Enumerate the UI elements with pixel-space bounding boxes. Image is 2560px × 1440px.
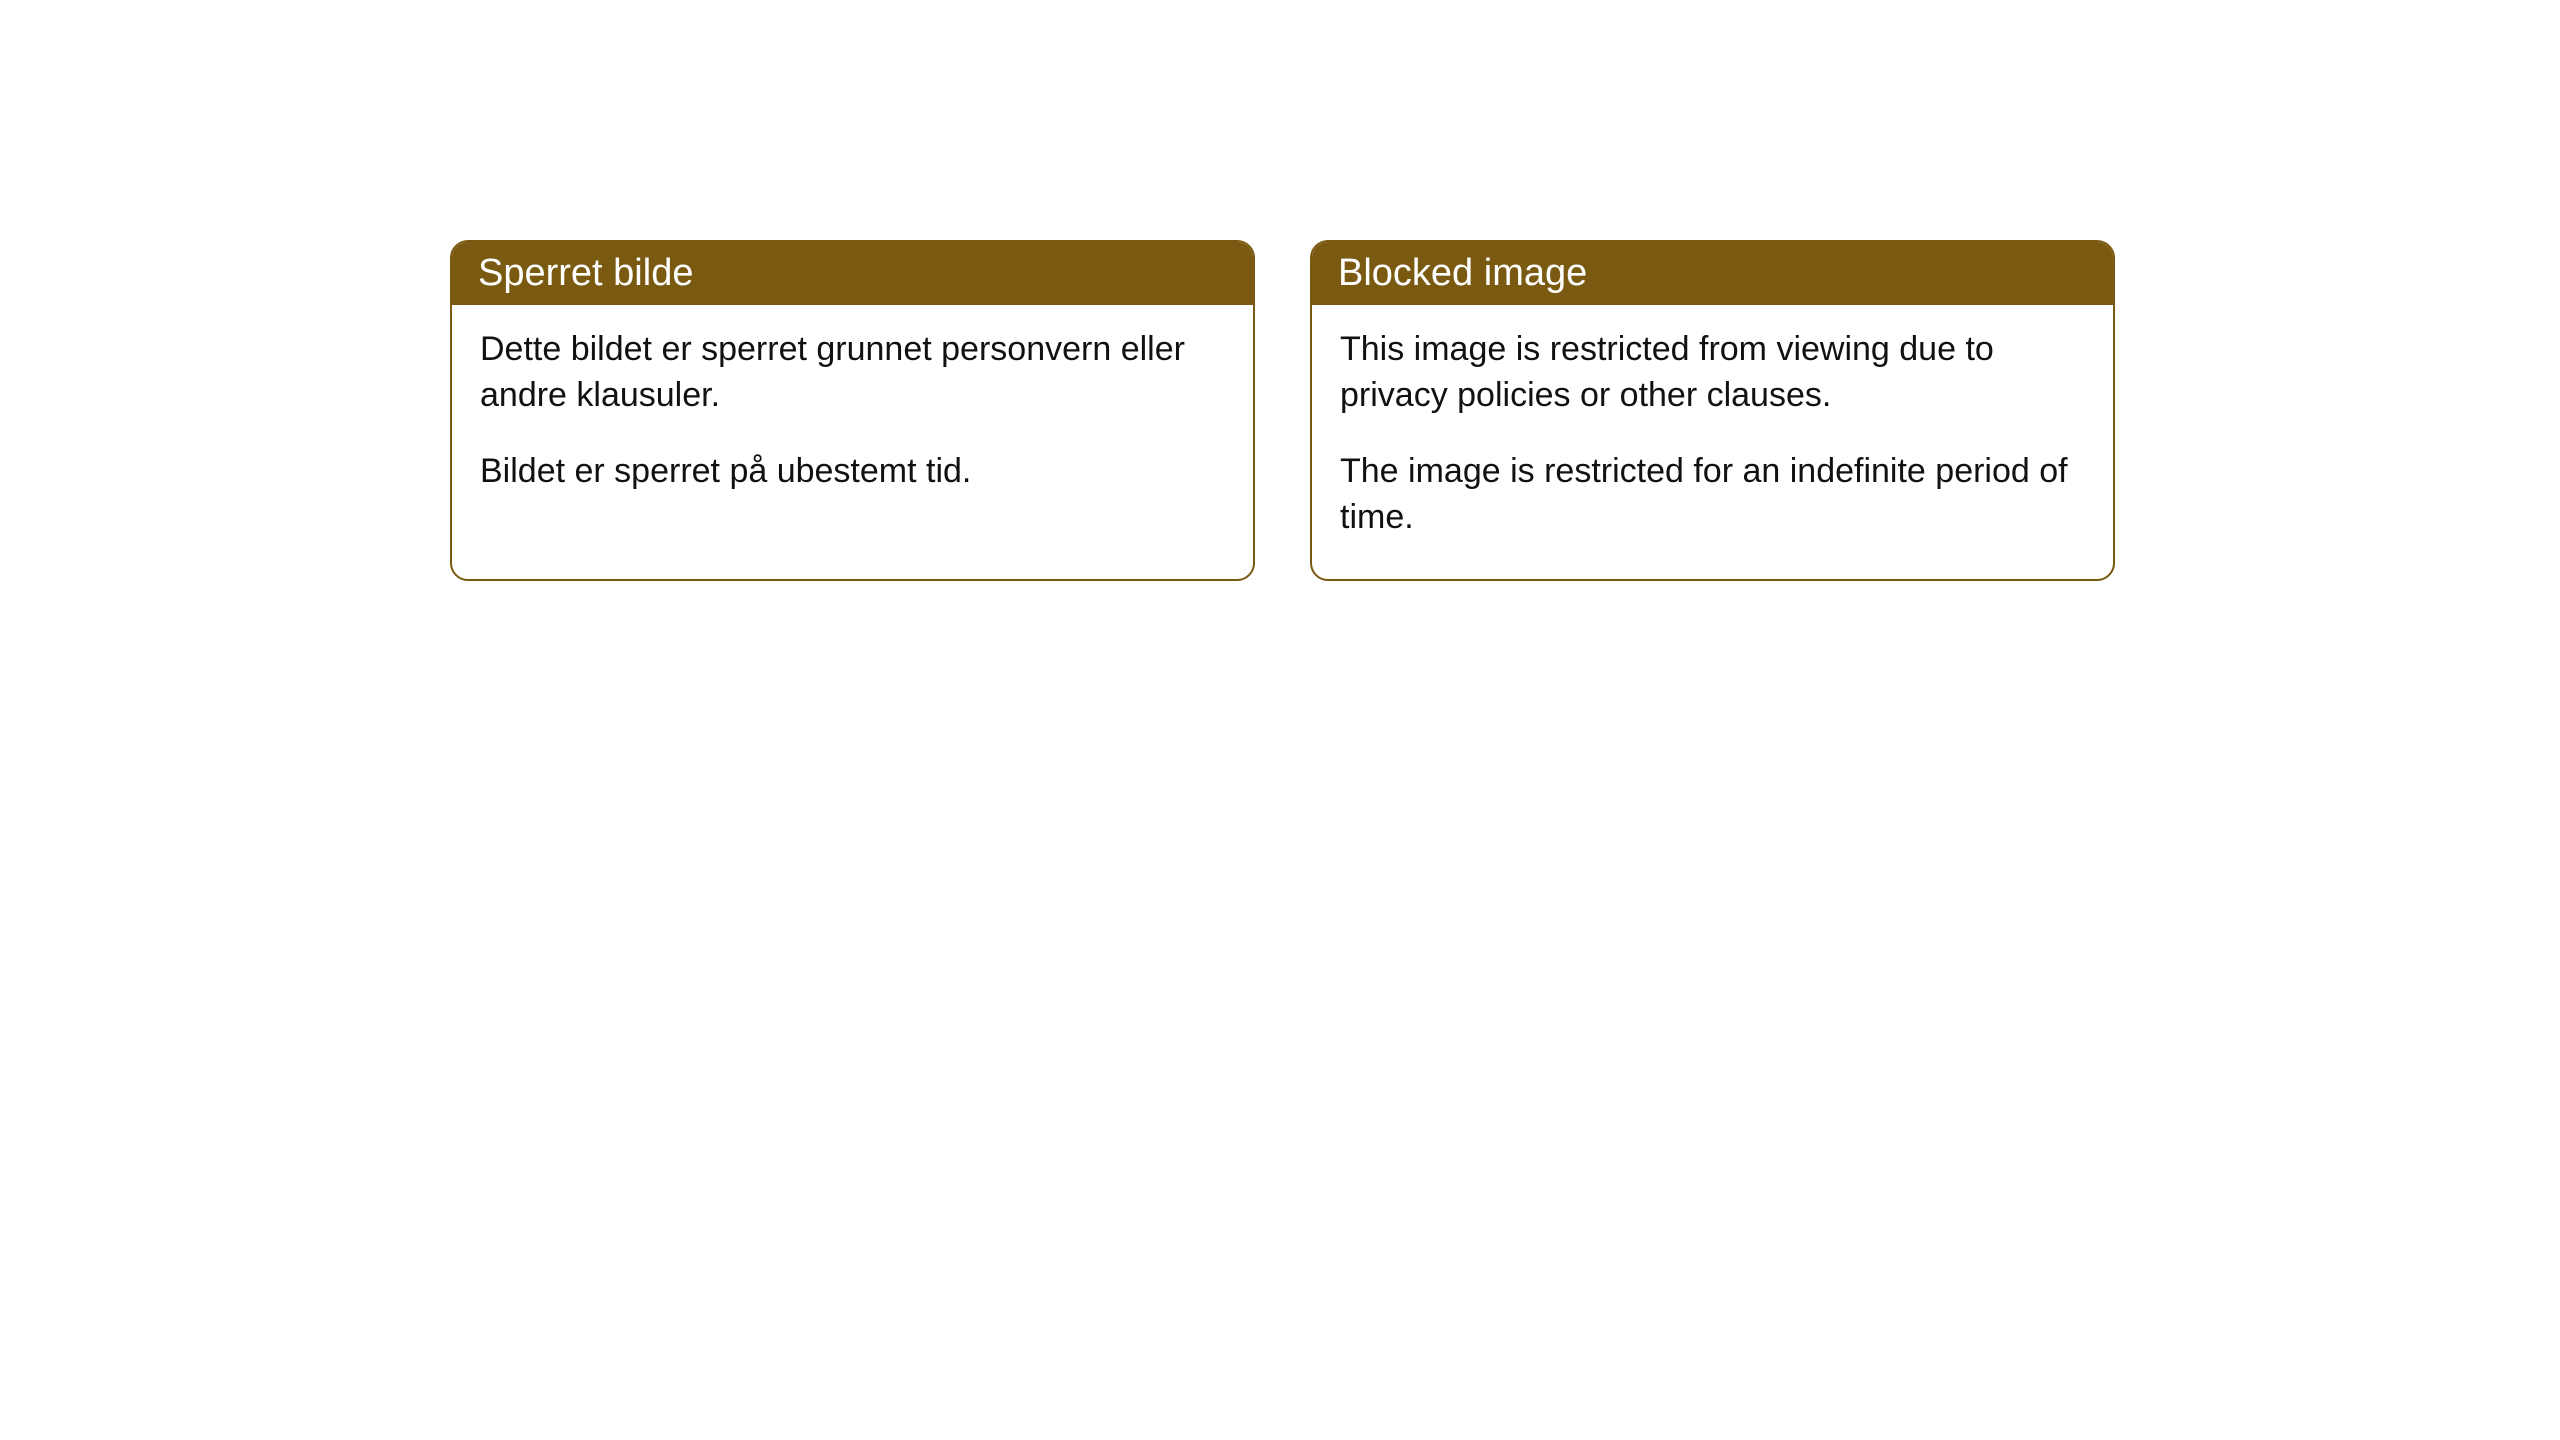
- notice-card-header: Sperret bilde: [452, 242, 1253, 305]
- notice-card-header: Blocked image: [1312, 242, 2113, 305]
- notice-card-body: This image is restricted from viewing du…: [1312, 305, 2113, 579]
- notice-card-norwegian: Sperret bilde Dette bildet er sperret gr…: [450, 240, 1255, 581]
- notice-paragraph: This image is restricted from viewing du…: [1340, 327, 2085, 419]
- notice-paragraph: Bildet er sperret på ubestemt tid.: [480, 449, 1225, 495]
- notice-cards-container: Sperret bilde Dette bildet er sperret gr…: [450, 240, 2115, 581]
- notice-paragraph: Dette bildet er sperret grunnet personve…: [480, 327, 1225, 419]
- notice-card-body: Dette bildet er sperret grunnet personve…: [452, 305, 1253, 533]
- notice-paragraph: The image is restricted for an indefinit…: [1340, 449, 2085, 541]
- notice-card-english: Blocked image This image is restricted f…: [1310, 240, 2115, 581]
